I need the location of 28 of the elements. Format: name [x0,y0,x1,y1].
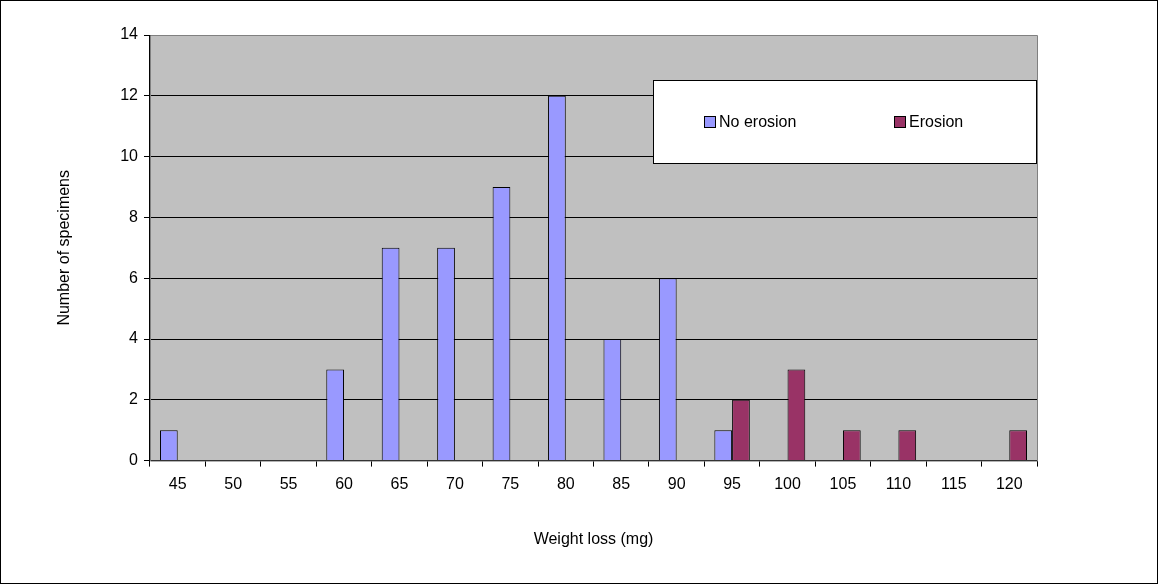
x-tick-label: 50 [224,474,243,492]
y-tick-label: 2 [129,390,139,408]
x-tick-label: 110 [885,474,912,492]
y-tick-label: 4 [129,329,139,347]
x-tick-label: 75 [501,474,520,492]
x-axis-title: Weight loss (mg) [533,529,654,547]
x-tick-label: 55 [279,474,298,492]
y-tick-label: 6 [129,268,139,286]
legend-label: Erosion [909,113,964,131]
x-tick-label: 105 [829,474,857,492]
y-axis-title: Number of specimens [55,169,73,326]
x-tick-label: 70 [446,474,464,492]
y-tick-label: 14 [120,25,139,43]
x-tick-label: 60 [335,474,354,492]
y-tick-label: 12 [120,86,139,104]
x-tick-label: 115 [941,474,967,492]
x-tick-label: 80 [556,474,575,492]
x-tick-label: 120 [995,474,1023,492]
y-tick-label: 8 [129,207,139,225]
x-tick-label: 85 [612,474,631,492]
x-tick-label: 95 [723,474,742,492]
x-tick-label: 100 [774,474,801,492]
y-tick-label: 0 [129,451,139,469]
x-tick-label: 65 [390,474,409,492]
legend-label: No erosion [719,113,797,131]
x-tick-label: 90 [667,474,686,492]
y-tick-label: 10 [120,147,139,165]
x-tick-label: 45 [168,474,187,492]
